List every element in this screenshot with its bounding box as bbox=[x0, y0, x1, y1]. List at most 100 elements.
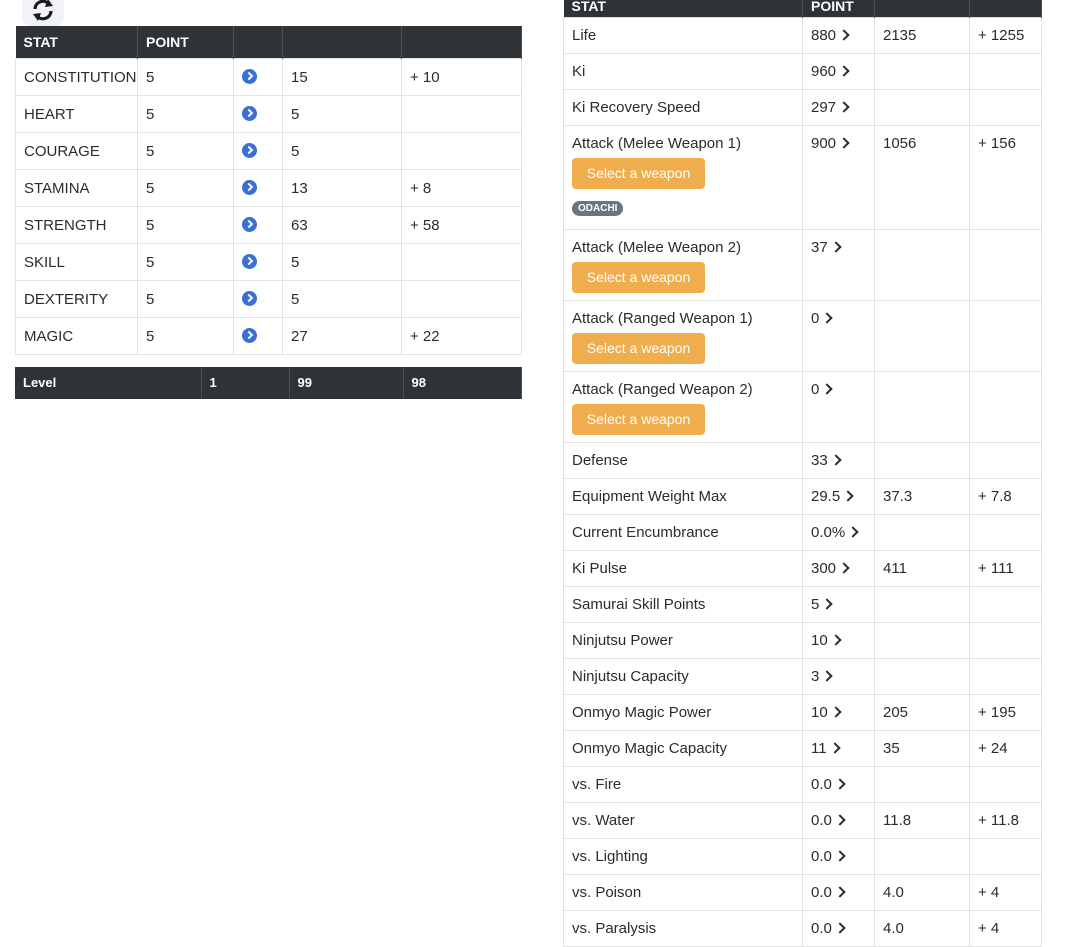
stat-point: 5 bbox=[137, 206, 234, 244]
table-row: Onmyo Magic Capacity 11 35 + 24 bbox=[563, 730, 1042, 767]
base-stats-header: STAT POINT bbox=[15, 26, 522, 59]
derived-value bbox=[874, 766, 970, 803]
derived-bonus bbox=[969, 371, 1042, 443]
chevron-right-icon[interactable] bbox=[838, 137, 850, 149]
derived-point-cell: 10 bbox=[802, 694, 875, 731]
increase-cell bbox=[233, 243, 283, 281]
increase-cell bbox=[233, 317, 283, 355]
arrow-right-circle-icon[interactable] bbox=[242, 68, 257, 84]
header-stat: STAT bbox=[15, 26, 138, 59]
derived-stat-cell: Attack (Ranged Weapon 2) Select a weapon bbox=[563, 371, 803, 443]
arrow-right-circle-icon[interactable] bbox=[242, 216, 257, 232]
arrow-right-circle-icon[interactable] bbox=[242, 179, 257, 195]
table-row: vs. Paralysis 0.0 4.0 + 4 bbox=[563, 910, 1042, 947]
derived-stat-name: Ki Pulse bbox=[572, 560, 628, 577]
arrow-right-circle-icon[interactable] bbox=[242, 253, 257, 269]
chevron-right-icon[interactable] bbox=[838, 29, 850, 41]
stat-point: 5 bbox=[137, 169, 234, 207]
derived-point: 297 bbox=[811, 99, 837, 116]
derived-stat-name: vs. Water bbox=[572, 812, 635, 829]
derived-value bbox=[874, 658, 970, 695]
chevron-right-icon[interactable] bbox=[830, 241, 842, 253]
derived-value: 11.8 bbox=[874, 802, 970, 839]
chevron-right-icon[interactable] bbox=[842, 490, 854, 502]
chevron-right-icon[interactable] bbox=[834, 850, 846, 862]
header-stat: STAT bbox=[563, 0, 803, 18]
chevron-right-icon[interactable] bbox=[821, 598, 834, 610]
chevron-right-icon[interactable] bbox=[830, 706, 842, 718]
header-blank-2 bbox=[969, 0, 1042, 18]
table-row: vs. Fire 0.0 bbox=[563, 766, 1042, 803]
derived-point-cell: 0 bbox=[802, 371, 875, 443]
arrow-right-circle-icon[interactable] bbox=[242, 327, 257, 343]
derived-stat-cell: Ki Pulse bbox=[563, 550, 803, 587]
stat-name: MAGIC bbox=[15, 317, 138, 355]
stat-bonus bbox=[401, 280, 522, 318]
stat-point: 5 bbox=[137, 132, 234, 170]
table-row: Attack (Melee Weapon 1) Select a weapon OD… bbox=[563, 125, 1042, 230]
stat-name: CONSTITUTION bbox=[15, 58, 138, 96]
chevron-right-icon[interactable] bbox=[847, 526, 859, 538]
derived-value bbox=[874, 229, 970, 301]
derived-value: 205 bbox=[874, 694, 970, 731]
chevron-right-icon[interactable] bbox=[834, 814, 846, 826]
arrow-right-circle-icon[interactable] bbox=[242, 142, 257, 158]
derived-point: 0.0 bbox=[811, 812, 832, 829]
level-base: 1 bbox=[201, 367, 290, 399]
stat-value: 5 bbox=[282, 132, 402, 170]
derived-point: 0.0 bbox=[811, 776, 832, 793]
chevron-right-icon[interactable] bbox=[838, 65, 850, 77]
stat-bonus bbox=[401, 243, 522, 281]
chevron-right-icon[interactable] bbox=[834, 778, 846, 790]
derived-stats-table: STAT POINT Life 880 2135 + 1255 Ki 960 Ki Reco… bbox=[563, 0, 1042, 947]
table-row: STAMINA 5 13 + 8 bbox=[15, 169, 522, 207]
derived-bonus: + 195 bbox=[969, 694, 1042, 731]
derived-value: 2135 bbox=[874, 17, 970, 54]
level-table: Level 1 99 98 bbox=[15, 367, 522, 399]
table-row: vs. Lighting 0.0 bbox=[563, 838, 1042, 875]
chevron-right-icon[interactable] bbox=[830, 454, 842, 466]
derived-bonus: + 4 bbox=[969, 874, 1042, 911]
table-row: vs. Water 0.0 11.8 + 11.8 bbox=[563, 802, 1042, 839]
derived-stat-cell: Attack (Melee Weapon 2) Select a weapon bbox=[563, 229, 803, 301]
derived-value: 4.0 bbox=[874, 910, 970, 947]
derived-point: 0 bbox=[811, 381, 820, 398]
derived-point: 960 bbox=[811, 63, 837, 80]
stat-name: SKILL bbox=[15, 243, 138, 281]
derived-stat-cell: Onmyo Magic Capacity bbox=[563, 730, 803, 767]
chevron-right-icon[interactable] bbox=[821, 383, 834, 395]
derived-value: 411 bbox=[874, 550, 970, 587]
derived-point-cell: 297 bbox=[802, 89, 875, 126]
chevron-right-icon[interactable] bbox=[821, 670, 834, 682]
select-weapon-button[interactable]: Select a weapon bbox=[572, 262, 705, 293]
chevron-right-icon[interactable] bbox=[821, 312, 834, 324]
level-diff: 98 bbox=[403, 367, 522, 399]
derived-point: 0.0 bbox=[811, 920, 832, 937]
arrow-right-circle-icon[interactable] bbox=[242, 105, 257, 121]
derived-point: 5 bbox=[811, 596, 820, 613]
select-weapon-button[interactable]: Select a weapon bbox=[572, 404, 705, 435]
select-weapon-button[interactable]: Select a weapon bbox=[572, 158, 705, 189]
chevron-right-icon[interactable] bbox=[834, 886, 846, 898]
derived-value: 37.3 bbox=[874, 478, 970, 515]
derived-stat-cell: Ki Recovery Speed bbox=[563, 89, 803, 126]
chevron-right-icon[interactable] bbox=[830, 634, 842, 646]
chevron-right-icon[interactable] bbox=[838, 562, 850, 574]
derived-stat-name: vs. Lighting bbox=[572, 848, 648, 865]
arrow-right-circle-icon[interactable] bbox=[242, 290, 257, 306]
derived-stat-cell: vs. Poison bbox=[563, 874, 803, 911]
table-row: Onmyo Magic Power 10 205 + 195 bbox=[563, 694, 1042, 731]
chevron-right-icon[interactable] bbox=[834, 922, 846, 934]
stat-point: 5 bbox=[137, 317, 234, 355]
table-row: HEART 5 5 bbox=[15, 95, 522, 133]
chevron-right-icon[interactable] bbox=[838, 101, 850, 113]
reset-button[interactable] bbox=[22, 0, 64, 26]
select-weapon-button[interactable]: Select a weapon bbox=[572, 333, 705, 364]
derived-stat-name: Samurai Skill Points bbox=[572, 596, 706, 613]
derived-stat-cell: vs. Fire bbox=[563, 766, 803, 803]
chevron-right-icon[interactable] bbox=[828, 742, 841, 754]
derived-stat-name: Current Encumbrance bbox=[572, 524, 719, 541]
increase-cell bbox=[233, 132, 283, 170]
derived-value: 1056 bbox=[874, 125, 970, 230]
derived-point-cell: 0.0 bbox=[802, 802, 875, 839]
